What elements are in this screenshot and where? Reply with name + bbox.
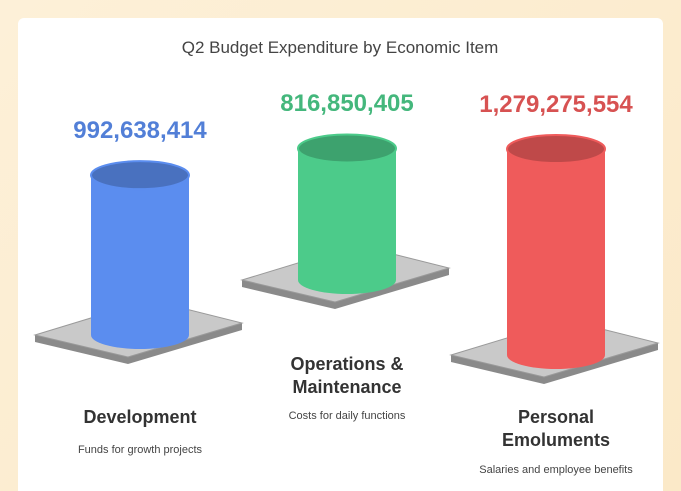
chart-title: Q2 Budget Expenditure by Economic Item: [181, 38, 499, 57]
category-name: Operations & Maintenance: [290, 354, 404, 397]
platform-side: [242, 268, 449, 309]
cylinder-top: [297, 133, 397, 164]
cylinder: [507, 149, 605, 369]
category-description: Salaries and employee benefits: [479, 464, 633, 476]
category-description: Costs for daily functions: [288, 410, 406, 422]
cylinder-top: [506, 134, 606, 165]
value-label: 992,638,414: [73, 117, 207, 145]
value-label: 816,850,405: [280, 90, 414, 118]
platform-side: [451, 343, 658, 384]
category-name: Personal Emoluments: [501, 407, 611, 450]
platform-side: [35, 323, 242, 364]
category-name: Development: [83, 407, 197, 427]
cylinder: [298, 148, 396, 294]
category-description: Funds for growth projects: [77, 444, 203, 456]
value-label: 1,279,275,554: [479, 91, 633, 119]
cylinder: [91, 175, 189, 349]
cylinder-top: [90, 160, 190, 191]
